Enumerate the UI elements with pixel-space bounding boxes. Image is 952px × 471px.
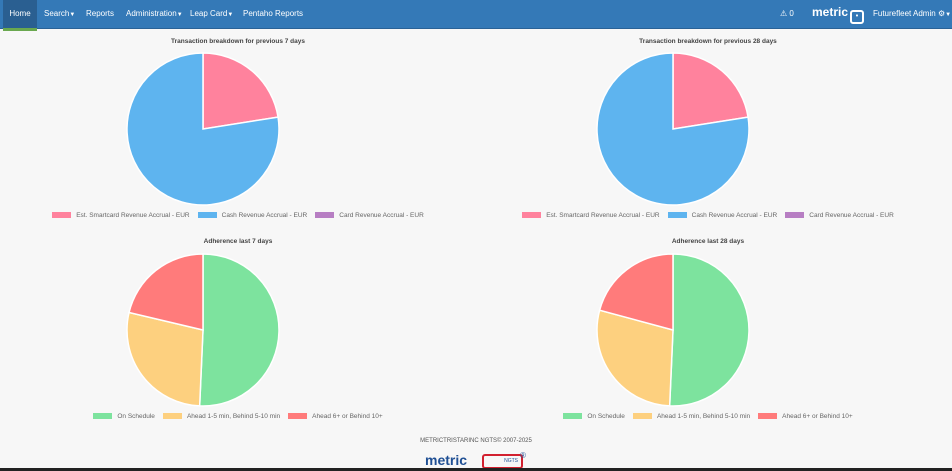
nav-leap-card-label: Leap Card — [190, 9, 228, 18]
caret-down-icon: ▼ — [69, 12, 76, 18]
legend-label: Ahead 6+ or Behind 10+ — [782, 413, 853, 420]
chart-title: Transaction breakdown for previous 28 da… — [639, 38, 777, 45]
legend-swatch — [93, 413, 113, 419]
footer-logo: metric — [425, 452, 468, 468]
legend-label: Ahead 1-5 min, Behind 5-10 min — [186, 413, 281, 420]
user-menu[interactable]: Futurefleet Admin ⚙▼ — [873, 0, 951, 28]
legend-swatch — [522, 212, 542, 218]
chart-legend: Est. Smartcard Revenue Accrual - EUR Cash… — [0, 212, 476, 219]
nav-administration[interactable]: Administration▼ — [126, 0, 183, 28]
caret-down-icon: ▼ — [945, 12, 952, 18]
alert-count: 0 — [789, 9, 794, 18]
legend-label: On Schedule — [587, 413, 625, 420]
legend-swatch — [667, 212, 687, 218]
nav-search[interactable]: Search▼ — [44, 0, 75, 28]
legend-swatch — [632, 413, 652, 419]
pie-slice[interactable] — [198, 253, 280, 407]
legend-item[interactable]: On Schedule — [93, 413, 155, 420]
pie-chart — [596, 52, 750, 206]
nav-pentaho-reports[interactable]: Pentaho Reports — [243, 9, 304, 18]
bottom-border — [0, 468, 952, 471]
active-indicator — [3, 28, 37, 31]
caret-down-icon: ▼ — [227, 12, 234, 18]
legend-label: Card Revenue Accrual - EUR — [339, 212, 424, 219]
legend-item[interactable]: Est. Smartcard Revenue Accrual - EUR — [522, 212, 660, 219]
legend-label: Ahead 6+ or Behind 10+ — [312, 413, 383, 420]
legend-swatch — [758, 413, 778, 419]
chart-title: Adherence last 7 days — [203, 238, 273, 245]
legend-swatch — [288, 413, 308, 419]
warning-icon: ⚠ — [780, 9, 788, 18]
legend-item[interactable]: Card Revenue Accrual - EUR — [785, 212, 894, 219]
legend-label: Est. Smartcard Revenue Accrual - EUR — [76, 212, 190, 219]
legend-label: Cash Revenue Accrual - EUR — [221, 212, 308, 219]
legend-label: Card Revenue Accrual - EUR — [809, 212, 894, 219]
nav-reports[interactable]: Reports — [86, 9, 115, 18]
pie-slice[interactable] — [126, 52, 280, 206]
pie-slice[interactable] — [598, 253, 674, 331]
legend-swatch — [162, 413, 182, 419]
user-name: Futurefleet Admin — [873, 9, 936, 18]
footer-copyright: METRICTRISTARINC NGTS© 2007-2025 — [420, 438, 532, 444]
top-navbar: Home Search▼ Reports Administration▼ Lea… — [0, 0, 952, 29]
legend-label: Cash Revenue Accrual - EUR — [691, 212, 778, 219]
chart-title: Adherence last 28 days — [671, 238, 745, 245]
legend-item[interactable]: Ahead 1-5 min, Behind 5-10 min — [632, 413, 751, 420]
legend-item[interactable]: Card Revenue Accrual - EUR — [315, 212, 424, 219]
legend-label: Ahead 1-5 min, Behind 5-10 min — [656, 413, 751, 420]
legend-swatch — [197, 212, 217, 218]
pie-slice[interactable] — [128, 253, 204, 331]
legend-item[interactable]: Ahead 1-5 min, Behind 5-10 min — [162, 413, 281, 420]
chart-legend: On Schedule Ahead 1-5 min, Behind 5-10 mi… — [0, 413, 476, 420]
nav-leap-card[interactable]: Leap Card▼ — [190, 0, 233, 28]
pie-slice[interactable] — [668, 253, 750, 407]
legend-label: Est. Smartcard Revenue Accrual - EUR — [546, 212, 660, 219]
legend-label: On Schedule — [117, 413, 155, 420]
pie-slice[interactable] — [672, 52, 749, 130]
legend-item[interactable]: Cash Revenue Accrual - EUR — [667, 212, 778, 219]
pie-chart — [596, 253, 750, 407]
pie-chart — [126, 52, 280, 206]
legend-swatch — [315, 212, 335, 218]
brand-text: metric — [812, 5, 849, 19]
pie-slice[interactable] — [596, 309, 674, 407]
legend-swatch — [785, 212, 805, 218]
legend-swatch — [563, 413, 583, 419]
legend-item[interactable]: On Schedule — [563, 413, 625, 420]
chart-legend: Est. Smartcard Revenue Accrual - EUR Cash… — [470, 212, 946, 219]
legend-item[interactable]: Cash Revenue Accrual - EUR — [197, 212, 308, 219]
caret-down-icon: ▼ — [176, 12, 183, 18]
metric-logo-icon: • — [850, 10, 865, 24]
footer-ngts-badge: NGTS — [482, 454, 523, 469]
pie-chart — [126, 253, 280, 407]
gear-icon: ⚙ — [937, 9, 946, 18]
legend-swatch — [52, 212, 72, 218]
pie-slice[interactable] — [596, 52, 750, 206]
nav-administration-label: Administration — [126, 9, 177, 18]
pie-slice[interactable] — [126, 311, 204, 407]
nav-home[interactable]: Home — [3, 0, 37, 28]
chart-title: Transaction breakdown for previous 7 day… — [170, 38, 305, 45]
pie-slice[interactable] — [202, 52, 279, 130]
brand-logo[interactable]: metric • — [812, 5, 865, 24]
legend-item[interactable]: Est. Smartcard Revenue Accrual - EUR — [52, 212, 190, 219]
registered-mark: ® — [520, 451, 526, 460]
legend-item[interactable]: Ahead 6+ or Behind 10+ — [758, 413, 853, 420]
legend-item[interactable]: Ahead 6+ or Behind 10+ — [288, 413, 383, 420]
nav-search-label: Search — [44, 9, 70, 18]
alerts-button[interactable]: ⚠ 0 — [780, 0, 794, 28]
chart-legend: On Schedule Ahead 1-5 min, Behind 5-10 mi… — [470, 413, 946, 420]
